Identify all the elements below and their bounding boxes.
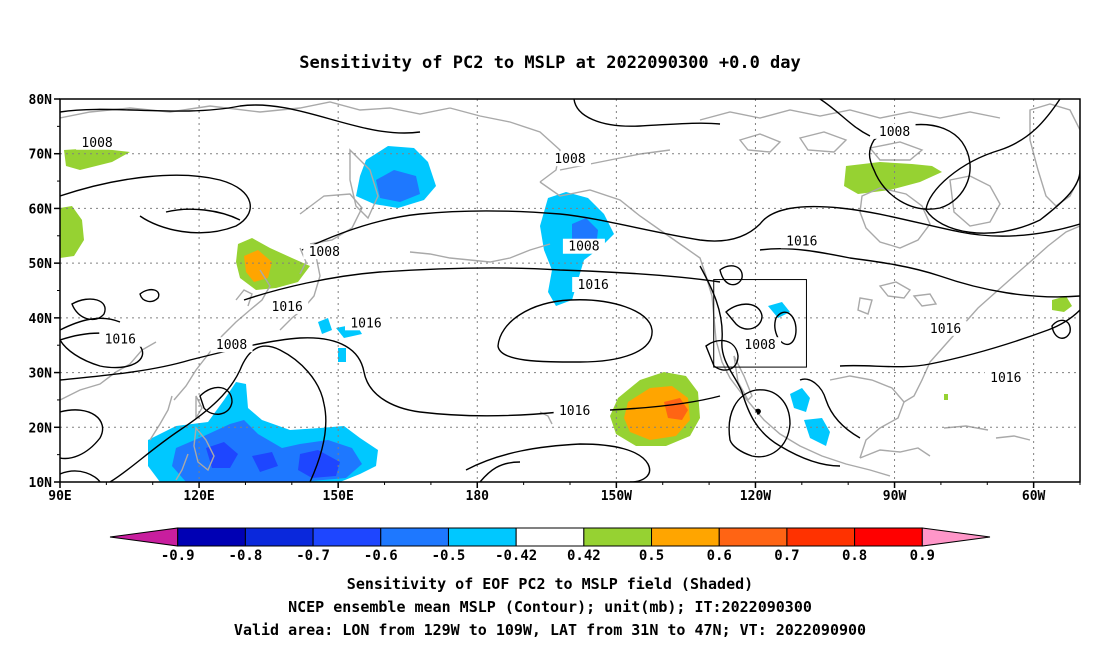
lon-label: 120E (183, 489, 214, 504)
colorbar-label: -0.7 (296, 548, 330, 564)
contour-label-bg (562, 238, 605, 254)
mslp-contours (60, 99, 1080, 482)
contour-label-bg (780, 233, 823, 249)
contour-labels: 1008 1008 1008 1008 1008 1016 1016 1016 1016 1016… (76, 123, 1027, 419)
contour-label: 1016 (786, 234, 817, 249)
shade-positive-strong (244, 250, 272, 282)
contour-label-bg (924, 320, 967, 336)
contour-label: 1016 (559, 404, 590, 419)
colorbar-label: -0.6 (364, 548, 398, 564)
contour-label: 1008 (554, 152, 585, 167)
colorbar-label: 0.8 (842, 548, 867, 564)
colorbar-lower-extend (109, 527, 179, 547)
footer-line-3: Valid area: LON from 129W to 109W, LAT f… (234, 621, 866, 639)
contour-label: 1008 (309, 245, 340, 260)
shade-negative (804, 418, 830, 446)
shade-negative-strongest (298, 450, 340, 478)
shade-positive (944, 394, 948, 400)
contour-label-bg (266, 298, 309, 314)
colorbar-label: 0.5 (639, 548, 664, 564)
contour-label-bg (99, 331, 142, 347)
shade-negative-strongest (206, 442, 238, 468)
colorbar-label: 0.6 (707, 548, 732, 564)
contour-label-bg (76, 134, 119, 150)
contour-label-bg (303, 244, 346, 260)
shade-negative-strong (376, 170, 420, 202)
lat-label: 10N (29, 476, 53, 491)
contour-label-bg (553, 402, 596, 418)
colorbar-swatch (583, 527, 653, 547)
lat-label: 30N (29, 367, 53, 382)
lat-label: 70N (29, 148, 53, 163)
lat-label: 50N (29, 257, 53, 272)
colorbar-label: -0.8 (229, 548, 263, 564)
lon-label: 60W (1022, 489, 1046, 504)
shade-positive (844, 162, 942, 194)
shade-negative-strongest (252, 452, 278, 472)
lon-label: 90W (883, 489, 907, 504)
lat-label: 20N (29, 421, 53, 436)
footer-line-1: Sensitivity of EOF PC2 to MSLP field (Sh… (347, 575, 753, 593)
contour-label: 1016 (578, 278, 609, 293)
contour-label: 1008 (216, 338, 247, 353)
colorbar-swatch (380, 527, 449, 547)
contour-label: 1008 (81, 136, 112, 151)
colorbar-label: 0.7 (774, 548, 799, 564)
colorbar-swatch (244, 527, 314, 547)
colorbar-swatch (718, 527, 788, 547)
shade-negative (318, 318, 332, 334)
colorbar-swatch (515, 527, 585, 547)
contour-label-bg (984, 370, 1027, 386)
shade-positive (1052, 296, 1072, 312)
shade-positive (64, 148, 130, 170)
colorbar-swatch (447, 527, 517, 547)
contour-label-bg (873, 123, 916, 139)
contour-label-bg (210, 337, 253, 353)
shade-negative (790, 388, 810, 412)
contour-label: 1016 (105, 333, 136, 348)
lon-label: 90E (48, 489, 71, 504)
map-plot-area: 1008 1008 1008 1008 1008 1016 1016 1016 1016 1016… (60, 99, 1080, 482)
contour-label-bg (345, 315, 387, 331)
colorbar-label: -0.42 (495, 548, 537, 564)
lat-label: 80N (29, 93, 53, 108)
lon-label: 120W (740, 489, 771, 504)
colorbar-upper-extend (921, 527, 991, 547)
shade-negative (768, 302, 790, 318)
lat-label: 60N (29, 202, 53, 217)
colorbar-swatch (651, 527, 720, 547)
contour-label-bg (549, 151, 591, 167)
shade-positive (60, 206, 84, 258)
contour-label: 1008 (879, 125, 910, 140)
valid-area-box (713, 279, 807, 368)
colorbar-swatch (312, 527, 382, 547)
contour-label-bg (739, 337, 782, 353)
colorbar-swatch (854, 527, 923, 547)
contour-label: 1016 (930, 322, 961, 337)
shade-positive-strong (624, 386, 690, 440)
map-title: Sensitivity of PC2 to MSLP at 2022090300… (299, 53, 801, 73)
contour-label-bg (572, 277, 615, 293)
contour-label: 1016 (272, 300, 303, 315)
contour-label: 1016 (350, 316, 381, 331)
contour-label: 1008 (568, 240, 599, 255)
lon-label: 150E (323, 489, 354, 504)
colorbar-swatch (177, 527, 246, 547)
colorbar-label: 0.42 (567, 548, 601, 564)
colorbar-swatch (786, 527, 856, 547)
lon-label: 150W (601, 489, 632, 504)
footer-line-2: NCEP ensemble mean MSLP (Contour); unit(… (288, 598, 812, 616)
shade-negative (338, 348, 346, 362)
contour-label: 1016 (990, 371, 1021, 386)
lat-label: 40N (29, 312, 53, 327)
colorbar-label: 0.9 (910, 548, 935, 564)
colorbar-label: -0.5 (432, 548, 466, 564)
colorbar-label: -0.9 (161, 548, 195, 564)
lon-label: 180 (466, 489, 490, 504)
colorbar: -0.9 -0.8 -0.7 -0.6 -0.5 -0.42 0.42 0.5 0.6 0.7 0.… (109, 527, 991, 564)
contour-label: 1008 (744, 338, 775, 353)
